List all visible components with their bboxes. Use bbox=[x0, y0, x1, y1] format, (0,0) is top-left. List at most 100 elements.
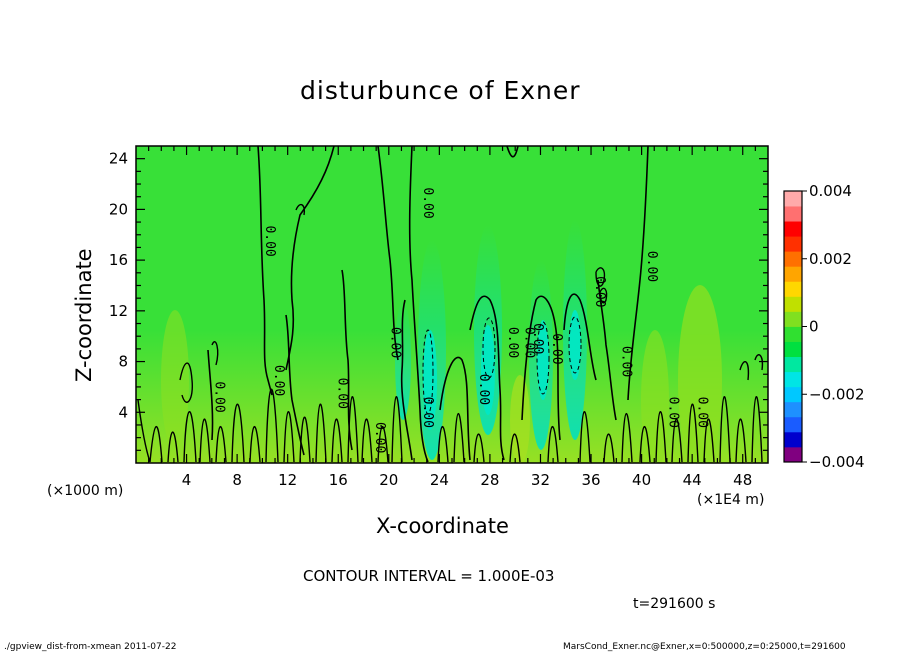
contour-label: 0.00 bbox=[420, 187, 435, 218]
zero-contour bbox=[506, 146, 519, 158]
cyan-plume bbox=[569, 310, 581, 380]
surface-contour bbox=[137, 388, 763, 463]
surface-contour bbox=[754, 354, 764, 371]
y-tick-label: 24 bbox=[109, 150, 128, 168]
x-tick-label: 20 bbox=[379, 471, 398, 489]
x-tick-label: 44 bbox=[683, 471, 702, 489]
x-tick-label: 8 bbox=[232, 471, 242, 489]
zero-contour bbox=[377, 146, 399, 361]
contour-label: 0.00 bbox=[262, 225, 277, 256]
colorbar-swatch bbox=[784, 281, 802, 297]
colorbar-swatch bbox=[784, 236, 802, 252]
x-tick-label: 28 bbox=[480, 471, 499, 489]
dashed-contour bbox=[536, 321, 550, 395]
y-axis-label: Z-coordinate bbox=[72, 248, 96, 382]
colorbar-tick-label: −0.004 bbox=[809, 453, 865, 471]
y-tick-label: 12 bbox=[109, 302, 128, 320]
x-tick-label: 16 bbox=[329, 471, 348, 489]
zero-contour bbox=[257, 146, 273, 396]
colorbar-tick-label: 0.002 bbox=[809, 250, 852, 268]
x-tick-label: 32 bbox=[531, 471, 550, 489]
zero-contour bbox=[285, 146, 335, 371]
zero-contour bbox=[408, 146, 429, 463]
yellow-region bbox=[678, 285, 722, 463]
colorbar-swatch bbox=[784, 266, 802, 282]
colorbar-swatch bbox=[784, 221, 802, 237]
x-scale-label: (×1E4 m) bbox=[697, 492, 765, 508]
x-tick-label: 24 bbox=[430, 471, 449, 489]
contour-label: 0.00 bbox=[212, 381, 227, 412]
surface-contour bbox=[295, 203, 306, 216]
x-tick-label: 36 bbox=[581, 471, 600, 489]
y-tick-label: 8 bbox=[118, 353, 128, 371]
contour-label: 0.00 bbox=[694, 397, 709, 428]
colorbar-swatch bbox=[784, 431, 802, 448]
contour-label: 0.00 bbox=[387, 327, 402, 358]
heatmap-plot-area: 0.000.000.000.000.00 0.000.000.000.000.00… bbox=[135, 145, 769, 464]
cyan-plume bbox=[423, 330, 437, 430]
zero-contour bbox=[627, 146, 649, 401]
colorbar-swatch bbox=[784, 191, 802, 207]
x-tick-label: 40 bbox=[632, 471, 651, 489]
contour-label: 0.00 bbox=[592, 276, 607, 307]
y-axis: 4 8 12 16 20 24 bbox=[109, 150, 768, 451]
colorbar-swatch bbox=[784, 356, 802, 373]
contour-label: 0.00 bbox=[549, 333, 564, 364]
colorbar-swatch bbox=[784, 341, 802, 358]
x-tick-label: 4 bbox=[182, 471, 192, 489]
time-label: t=291600 s bbox=[633, 596, 716, 612]
x-unit-label: (×1000 m) bbox=[47, 483, 124, 499]
contour-interval-label: CONTOUR INTERVAL = 1.000E-03 bbox=[303, 567, 555, 585]
zero-contour bbox=[563, 293, 597, 381]
contour-label: 0.00 bbox=[644, 251, 659, 282]
colorbar: 0.004 0.002 0 −0.002 −0.004 bbox=[783, 182, 865, 471]
colorbar-swatch bbox=[784, 311, 802, 327]
zero-contours bbox=[207, 146, 649, 463]
colorbar-swatch bbox=[784, 416, 802, 433]
colorbar-tick-label: 0.004 bbox=[809, 182, 852, 200]
yellow-region bbox=[510, 375, 530, 463]
y-tick-label: 4 bbox=[118, 403, 128, 421]
contour-label: 0.00 bbox=[619, 346, 634, 377]
y-tick-label: 16 bbox=[109, 251, 128, 269]
contour-label: 0.00 bbox=[372, 422, 387, 453]
surface-contour bbox=[595, 267, 606, 287]
zero-contour bbox=[207, 349, 214, 441]
cyan-plume bbox=[537, 320, 549, 400]
surface-contour bbox=[599, 287, 608, 304]
colorbar-swatch bbox=[784, 401, 802, 418]
x-tick-label: 12 bbox=[278, 471, 297, 489]
contour-label: 0.00 bbox=[334, 378, 349, 409]
colorbar-swatch bbox=[784, 251, 802, 267]
zero-contour bbox=[439, 356, 471, 461]
dashed-contour bbox=[482, 317, 496, 379]
colorbar-swatch bbox=[784, 206, 802, 222]
contour-label: 0.00 bbox=[521, 327, 536, 358]
contour-label: 0.00 bbox=[505, 327, 520, 358]
x-axis: 4 8 12 16 20 24 28 32 36 40 44 48 bbox=[148, 146, 756, 489]
colorbar-swatch bbox=[784, 386, 802, 403]
contour-label: 0.00 bbox=[665, 397, 680, 428]
surface-contour bbox=[739, 361, 750, 381]
x-tick-label: 48 bbox=[733, 471, 752, 489]
colorbar-tick-label: 0 bbox=[809, 318, 819, 336]
surface-contour bbox=[179, 362, 194, 403]
zero-contour bbox=[400, 299, 413, 461]
colorbar-tick-label: −0.002 bbox=[809, 385, 865, 403]
contour-labels: 0.000.000.000.000.00 0.000.000.000.000.00… bbox=[212, 187, 710, 453]
zero-contour bbox=[469, 295, 505, 461]
footer-left: ./gpview_dist-from-xmean 2011-07-22 bbox=[4, 642, 177, 652]
colorbar-swatch bbox=[784, 326, 802, 342]
colorbar-swatch bbox=[784, 371, 802, 388]
dashed-contour bbox=[422, 329, 434, 415]
y-tick-label: 20 bbox=[109, 200, 128, 218]
zero-contour bbox=[285, 314, 305, 456]
contour-label: 0.00 bbox=[530, 323, 545, 354]
dashed-contour bbox=[568, 316, 582, 374]
surface-contours bbox=[137, 203, 764, 463]
colorbar-swatch bbox=[784, 296, 802, 312]
surface-contour bbox=[211, 341, 219, 366]
contour-label: 0.00 bbox=[271, 365, 286, 396]
x-axis-label: X-coordinate bbox=[376, 514, 509, 538]
